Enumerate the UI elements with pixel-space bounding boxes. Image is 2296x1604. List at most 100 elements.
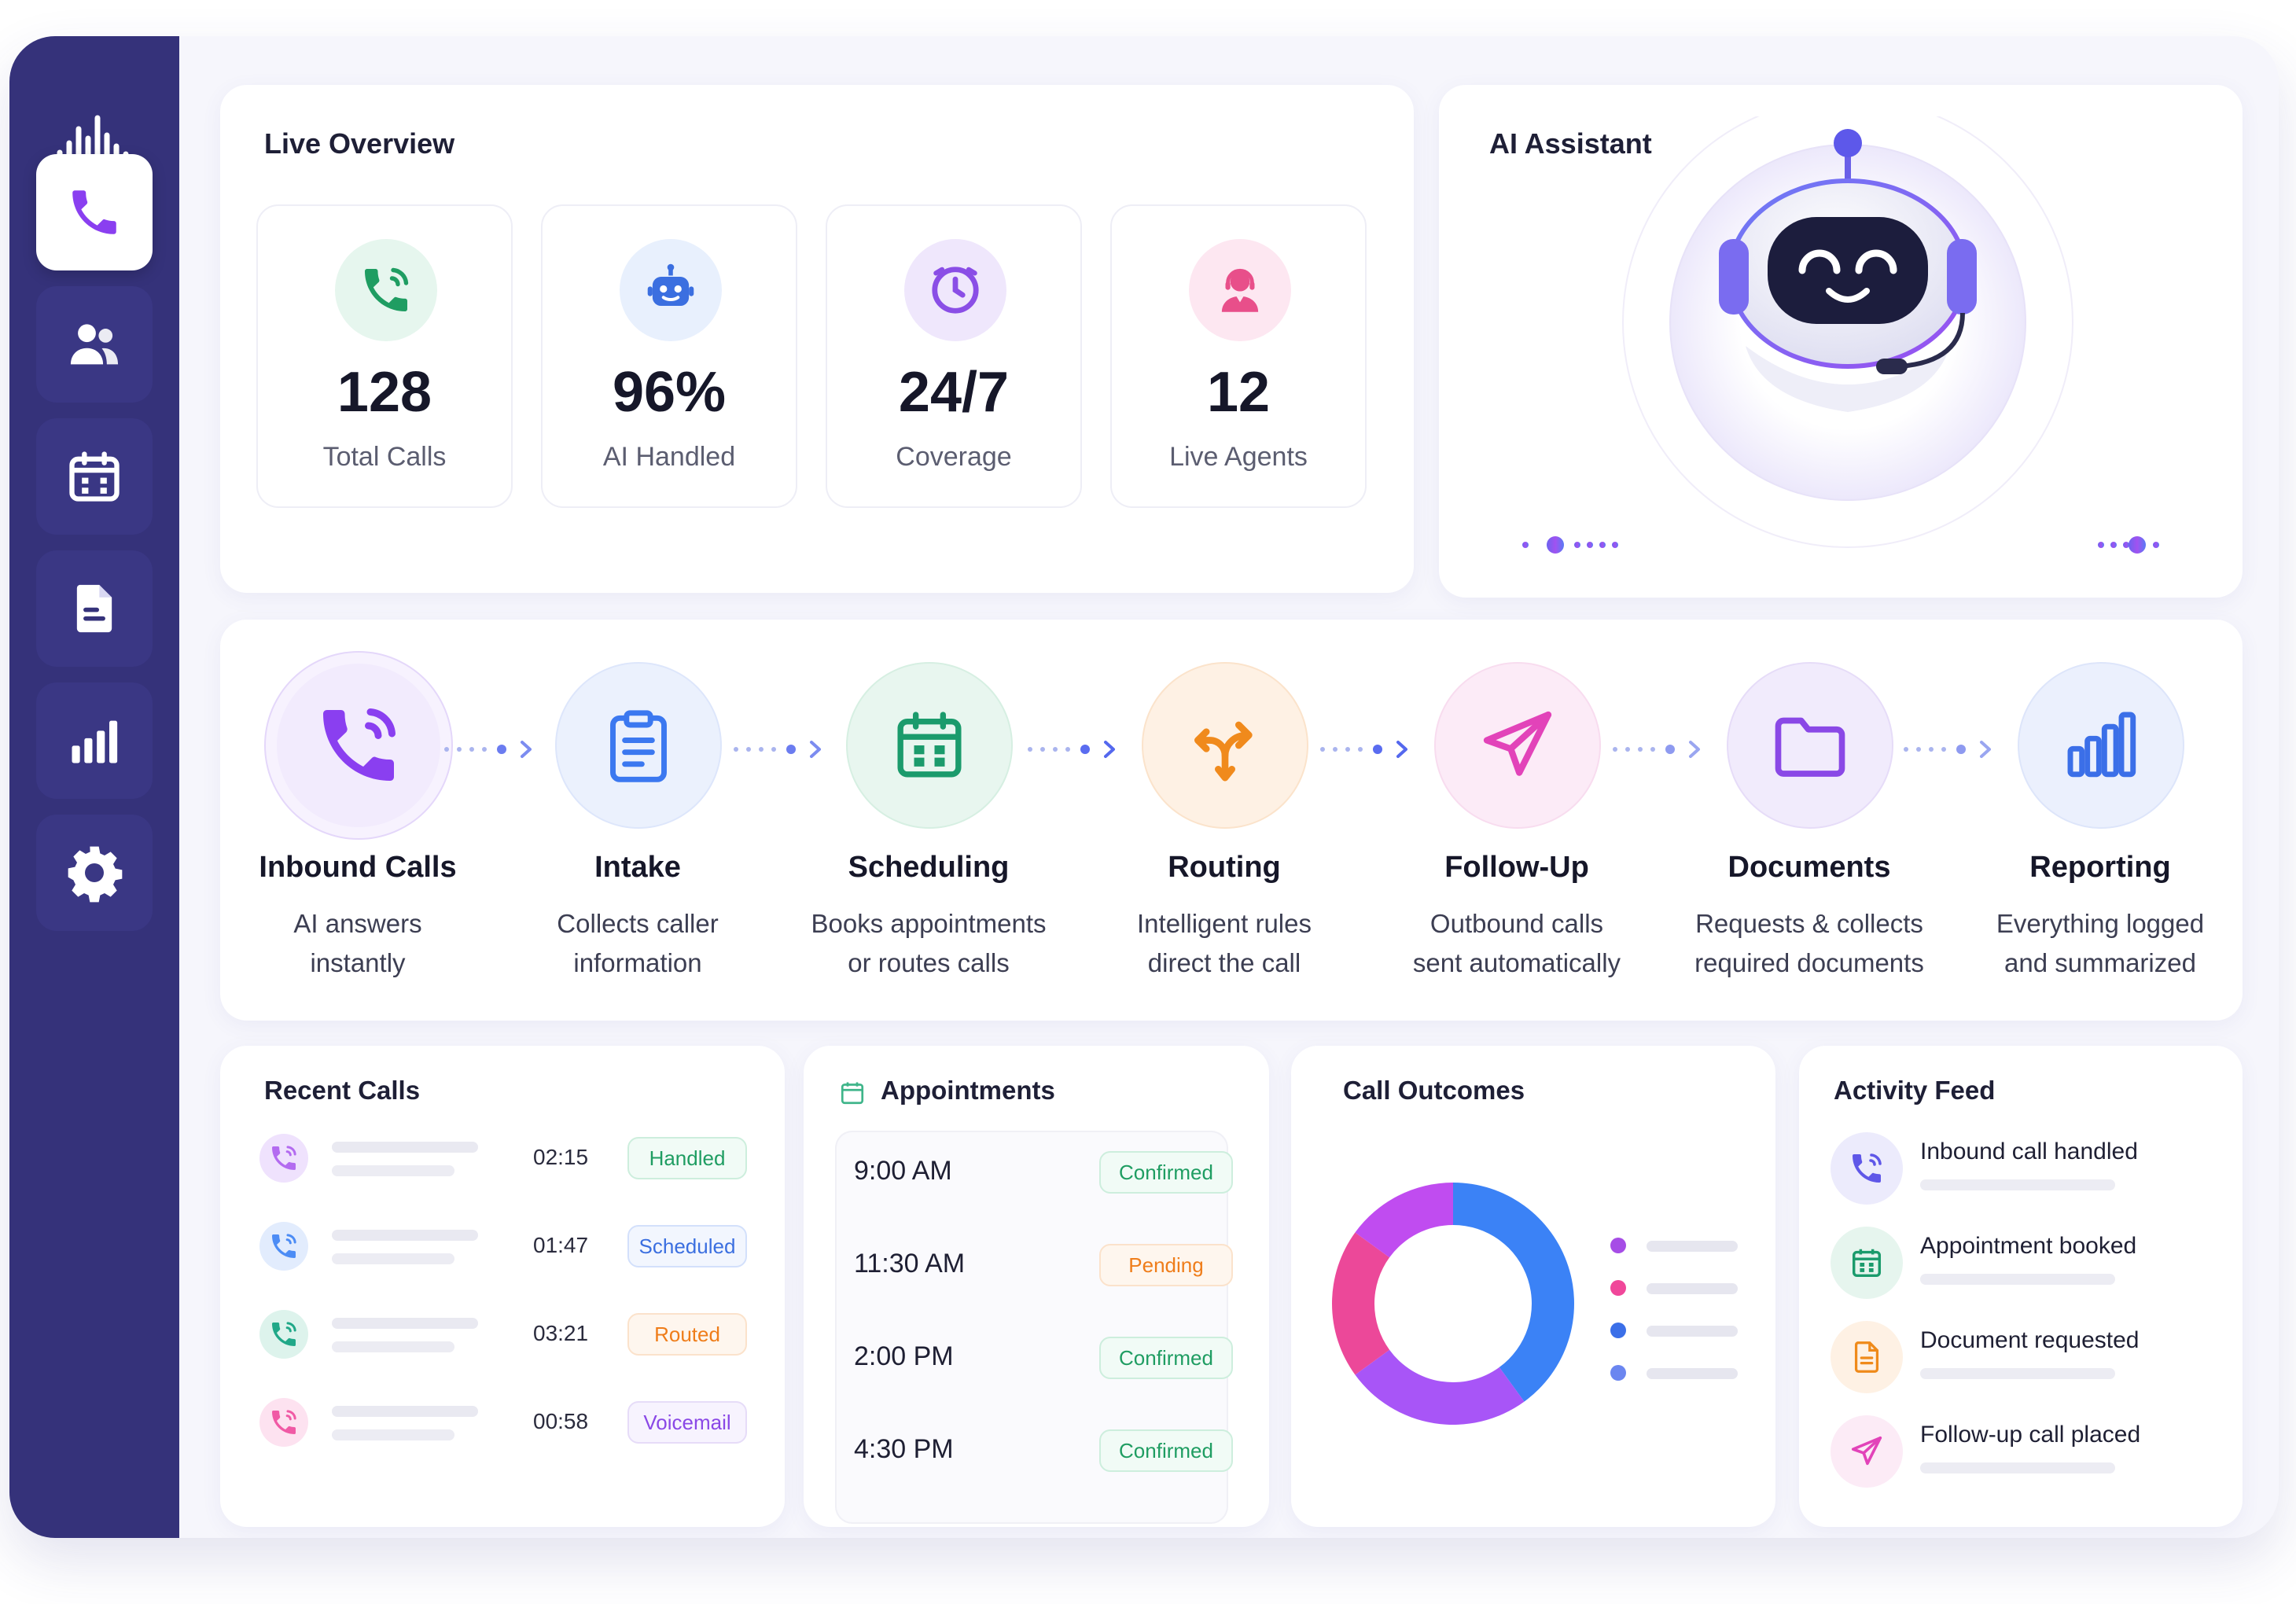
list-item[interactable]: 2:00 PM Confirmed [854, 1327, 1233, 1390]
live-overview-card: Live Overview 128 Total Calls 96% AI Han… [220, 85, 1414, 593]
status-badge: Voicemail [627, 1401, 747, 1444]
appointment-time: 11:30 AM [854, 1249, 966, 1278]
list-item[interactable]: Inbound call handled [1831, 1132, 2200, 1219]
activity-text: Inbound call handled [1920, 1139, 2138, 1164]
step-description: Everything logged and summarized [1996, 909, 2205, 977]
step-name: Intake [594, 851, 681, 884]
nav-calendar[interactable] [36, 418, 153, 535]
phone-icon [259, 1310, 308, 1359]
list-item[interactable]: Follow-up call placed [1831, 1415, 2200, 1502]
ai-assistant-title: AI Assistant [1489, 127, 1652, 160]
list-item[interactable]: 11:30 AM Pending [854, 1234, 1233, 1297]
app-window: Live Overview 128 Total Calls 96% AI Han… [9, 36, 2279, 1538]
list-item[interactable]: Document requested [1831, 1321, 2200, 1407]
stat-value: 12 [1206, 361, 1271, 424]
table-row[interactable]: 02:15 Handled [259, 1128, 747, 1190]
document-icon [1831, 1321, 1903, 1393]
donut-slice[interactable] [1332, 1232, 1390, 1375]
status-badge: Pending [1099, 1244, 1233, 1286]
nav-settings[interactable] [36, 815, 153, 931]
step-name: Scheduling [848, 851, 1010, 884]
document-icon [76, 584, 112, 633]
arrow-right-icon [1028, 741, 1115, 758]
activity-text: Follow-up call placed [1920, 1422, 2141, 1448]
appointment-time: 2:00 PM [854, 1341, 954, 1371]
arrow-right-icon [444, 741, 532, 758]
appointments-list: 9:00 AM Confirmed 11:30 AM Pending 2:00 … [835, 1131, 1233, 1524]
clock-icon [904, 239, 1006, 341]
users-icon [70, 324, 119, 365]
recent-calls-card: Recent Calls 02:15 Handled 01:47 Schedul… [220, 1046, 785, 1527]
stat-live-agents: 12 Live Agents [1110, 204, 1367, 508]
agent-headset-icon [1189, 239, 1291, 341]
activity-text: Appointment booked [1920, 1233, 2137, 1259]
arrow-right-icon [1320, 741, 1407, 758]
arrow-right-icon [1904, 741, 1991, 758]
arrow-right-icon [734, 741, 821, 758]
donut-chart[interactable] [1327, 1178, 1579, 1429]
paper-plane-icon [1436, 664, 1599, 827]
split-arrows-icon [1143, 664, 1307, 827]
legend-dot [1610, 1280, 1626, 1296]
status-badge: Scheduled [627, 1225, 747, 1267]
legend-placeholder [1647, 1326, 1738, 1337]
list-item[interactable]: Appointment booked [1831, 1227, 2200, 1313]
table-row[interactable]: 01:47 Scheduled [259, 1216, 747, 1278]
donut-slice[interactable] [1355, 1183, 1453, 1258]
table-row[interactable]: 00:58 Voicemail [259, 1392, 747, 1455]
step-name: Follow-Up [1444, 851, 1589, 884]
workflow-card: Inbound Calls AI answers instantly Intake… [220, 620, 2243, 1021]
phone-icon [1831, 1132, 1903, 1205]
status-badge: Confirmed [1099, 1429, 1233, 1472]
stat-label: Total Calls [322, 442, 447, 472]
legend-dot [1610, 1365, 1626, 1381]
call-duration: 01:47 [533, 1233, 589, 1257]
bar-chart-icon [2019, 664, 2183, 827]
bar-chart-icon [72, 720, 118, 763]
appointment-time: 4:30 PM [854, 1434, 954, 1464]
voice-waveform-icon [1522, 513, 2159, 576]
phone-icon [259, 1398, 308, 1447]
stat-value: 96% [612, 361, 727, 424]
donut-slice[interactable] [1453, 1183, 1574, 1402]
paper-plane-icon [1831, 1415, 1903, 1488]
donut-slice[interactable] [1355, 1349, 1525, 1425]
table-row[interactable]: 03:21 Routed [259, 1304, 747, 1367]
recent-calls-title: Recent Calls [264, 1076, 421, 1105]
phone-icon [259, 1134, 308, 1183]
phone-ringing-icon [277, 664, 440, 827]
step-description: Intelligent rules direct the call [1137, 909, 1312, 977]
call-outcomes-card: Call Outcomes [1291, 1046, 1775, 1527]
activity-feed-card: Activity Feed Inbound call handled Appoi… [1799, 1046, 2243, 1527]
phone-icon [72, 190, 116, 234]
step-name: Routing [1168, 851, 1281, 884]
step-description: Outbound calls sent automatically [1412, 909, 1621, 977]
stat-value: 24/7 [898, 361, 1010, 424]
activity-text: Document requested [1920, 1327, 2140, 1353]
step-name: Inbound Calls [259, 851, 457, 884]
nav-documents[interactable] [36, 550, 153, 667]
list-item[interactable]: 4:30 PM Confirmed [854, 1420, 1233, 1483]
status-badge: Confirmed [1099, 1337, 1233, 1379]
legend-dot [1610, 1238, 1626, 1253]
nav-reports[interactable] [36, 682, 153, 799]
list-item[interactable]: 9:00 AM Confirmed [854, 1142, 1233, 1205]
stat-label: Coverage [896, 442, 1012, 472]
ai-assistant-card: AI Assistant [1439, 85, 2243, 598]
status-badge: Routed [627, 1313, 747, 1356]
step-description: AI answers instantly [293, 909, 422, 977]
sidebar [9, 36, 179, 1538]
step-description: Requests & collects required documents [1694, 909, 1924, 977]
legend-placeholder [1647, 1368, 1738, 1379]
clipboard-icon [557, 664, 720, 827]
legend-placeholder [1647, 1241, 1738, 1252]
calendar-icon [69, 451, 120, 502]
appointment-time: 9:00 AM [854, 1156, 952, 1186]
nav-calls[interactable] [36, 154, 153, 270]
step-name: Documents [1728, 851, 1891, 884]
calendar-icon [841, 1082, 864, 1105]
activity-feed-title: Activity Feed [1834, 1076, 1996, 1105]
phone-ringing-icon [335, 239, 437, 341]
calendar-icon [848, 664, 1011, 827]
nav-contacts[interactable] [36, 286, 153, 403]
